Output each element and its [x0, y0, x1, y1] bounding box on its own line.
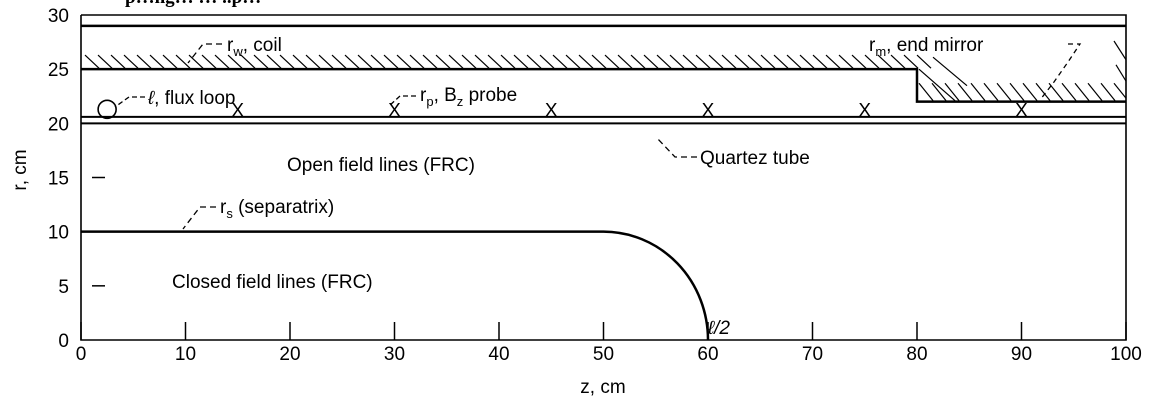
x-tick-label: 10 [175, 344, 196, 365]
separatrix-label: rs (separatrix) [220, 197, 334, 221]
quartz-tube-label: Quartez tube [700, 148, 810, 169]
x-tick-label: 70 [802, 344, 823, 365]
flux-loop-leader [114, 96, 145, 108]
y-tick-label: 25 [48, 60, 69, 81]
flux-loop-label: ℓ, flux loop [147, 88, 235, 109]
coil-hatch [84, 54, 932, 69]
end-mirror-label: rm, end mirror [869, 35, 984, 59]
bz-probe-marker: X [1015, 100, 1028, 121]
cropped-header-text: p…ng… … ..p… [125, 0, 261, 8]
y-tick-label: 20 [48, 114, 69, 135]
x-tick-label: 100 [1110, 344, 1142, 365]
bz-probe-marker: X [702, 100, 715, 121]
closed-field-label: Closed field lines (FRC) [172, 272, 373, 293]
end-mirror-leader [1039, 43, 1082, 101]
x-tick-label: 50 [593, 344, 614, 365]
bz-probe-label: rp, Bz probe [420, 85, 517, 109]
open-field-label: Open field lines (FRC) [287, 155, 475, 176]
coil-leader [187, 43, 222, 64]
x-tick-label: 0 [76, 344, 87, 365]
coil-label: rw, coil [227, 35, 282, 59]
y-tick-label: 30 [48, 6, 69, 27]
x-tick-label: 90 [1011, 344, 1032, 365]
x-tick-label: 20 [279, 344, 300, 365]
bz-probe-marker: X [388, 100, 401, 121]
x-axis-ticks: 0 10 20 30 40 50 60 70 80 90 100 [76, 322, 1142, 365]
separatrix-leader [182, 206, 216, 230]
half-length-label: ℓ/2 [707, 318, 730, 339]
y-axis-ticks: 0 5 10 15 20 25 30 [48, 6, 105, 352]
flux-loop-icon [97, 99, 117, 120]
coil-wall-line [81, 67, 1126, 103]
end-mirror-hatch [918, 40, 1126, 102]
y-tick-label: 0 [58, 331, 69, 352]
x-tick-label: 40 [488, 344, 509, 365]
x-axis-title: z, cm [580, 377, 625, 398]
quartz-tube-leader [655, 136, 697, 158]
bz-probe-marker: X [858, 100, 871, 121]
bz-probe-leader [388, 95, 416, 107]
y-tick-label: 15 [48, 169, 69, 190]
x-tick-label: 30 [384, 344, 405, 365]
x-tick-label: 60 [697, 344, 718, 365]
y-tick-label: 5 [58, 277, 69, 298]
separatrix-curve [81, 230, 710, 341]
y-axis-title: r, cm [10, 149, 31, 190]
bz-probe-marker: X [545, 100, 558, 121]
leader-lines [114, 43, 1082, 230]
x-tick-label: 80 [906, 344, 927, 365]
bz-probe-marker: X [231, 100, 244, 121]
y-tick-label: 10 [48, 223, 69, 244]
